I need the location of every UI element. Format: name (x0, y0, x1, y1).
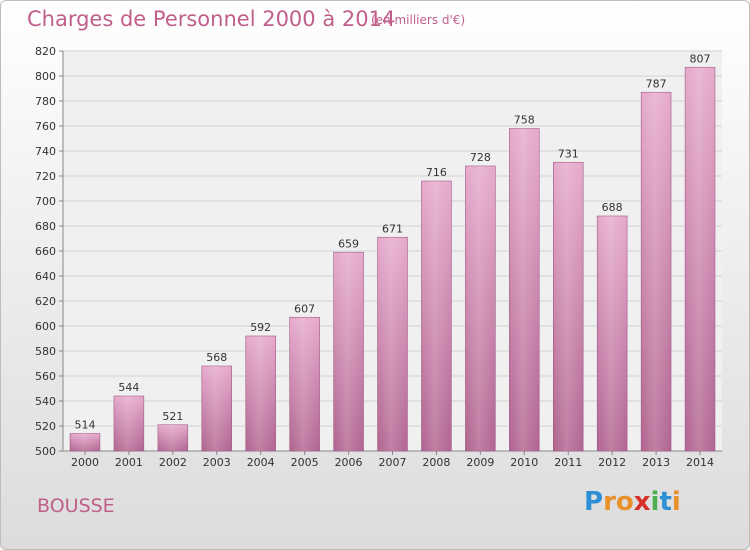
y-tick-label: 740 (35, 145, 56, 158)
bar-shine-2006 (333, 252, 364, 451)
chart-title: Charges de Personnel 2000 à 2014 (27, 7, 396, 31)
value-label-2012: 688 (602, 201, 623, 214)
x-tick-label-2012: 2012 (598, 456, 626, 469)
y-tick-label: 580 (35, 345, 56, 358)
x-tick-label-2007: 2007 (379, 456, 407, 469)
value-label-2008: 716 (426, 166, 447, 179)
y-tick-label: 800 (35, 70, 56, 83)
y-tick-label: 680 (35, 220, 56, 233)
value-label-2002: 521 (162, 410, 183, 423)
y-tick-label: 780 (35, 95, 56, 108)
x-tick-label-2011: 2011 (554, 456, 582, 469)
x-tick-label-2005: 2005 (291, 456, 319, 469)
y-tick-label: 540 (35, 395, 56, 408)
bar-shine-2009 (465, 166, 496, 451)
x-tick-label-2013: 2013 (642, 456, 670, 469)
bar-shine-2002 (157, 424, 188, 451)
value-label-2007: 671 (382, 222, 403, 235)
y-tick-label: 500 (35, 445, 56, 458)
label-layer: 2000 514 2001 544 2002 521 2003 568 2004 592 2005 6… (71, 52, 714, 469)
bar-shine-2000 (70, 433, 100, 451)
y-tick-label: 700 (35, 195, 56, 208)
y-tick-label: 660 (35, 245, 56, 258)
y-tick-label: 820 (35, 45, 56, 58)
chart-subtitle: (en milliers d'€) (371, 13, 466, 27)
y-tick-label: 520 (35, 420, 56, 433)
bar-shine-2005 (289, 317, 320, 451)
value-label-2001: 544 (118, 381, 139, 394)
value-label-2004: 592 (250, 321, 271, 334)
bar-shine-2007 (377, 237, 408, 451)
value-label-2010: 758 (514, 114, 535, 127)
value-label-2000: 514 (74, 419, 95, 432)
y-tick-label: 620 (35, 295, 56, 308)
bar-layer (69, 66, 716, 452)
y-tick-label: 560 (35, 370, 56, 383)
location-label: BOUSSE (37, 495, 115, 517)
proxiti-logo: Proxiti (584, 487, 681, 517)
x-tick-label-2001: 2001 (115, 456, 143, 469)
value-label-2003: 568 (206, 351, 227, 364)
x-tick-label-2010: 2010 (510, 456, 538, 469)
value-label-2011: 731 (558, 147, 579, 160)
bar-shine-2004 (245, 336, 276, 451)
x-tick-label-2004: 2004 (247, 456, 275, 469)
x-tick-label-2006: 2006 (335, 456, 363, 469)
y-tick-label: 600 (35, 320, 56, 333)
value-label-2005: 607 (294, 302, 315, 315)
bar-shine-2012 (597, 216, 628, 451)
value-label-2014: 807 (690, 52, 711, 65)
x-tick-label-2014: 2014 (686, 456, 714, 469)
x-tick-label-2008: 2008 (422, 456, 450, 469)
value-label-2006: 659 (338, 237, 359, 250)
bar-shine-2014 (685, 67, 715, 451)
bar-shine-2011 (553, 162, 584, 451)
x-tick-label-2003: 2003 (203, 456, 231, 469)
y-tick-label: 720 (35, 170, 56, 183)
bar-shine-2008 (421, 181, 452, 451)
x-tick-label-2002: 2002 (159, 456, 187, 469)
bar-shine-2010 (509, 128, 540, 451)
bar-shine-2001 (113, 396, 144, 451)
x-tick-label-2009: 2009 (466, 456, 494, 469)
value-label-2013: 787 (646, 77, 667, 90)
bar-shine-2013 (641, 92, 672, 451)
x-tick-label-2000: 2000 (71, 456, 99, 469)
value-label-2009: 728 (470, 151, 491, 164)
bar-shine-2003 (201, 366, 232, 451)
y-tick-label: 760 (35, 120, 56, 133)
y-tick-label: 640 (35, 270, 56, 283)
